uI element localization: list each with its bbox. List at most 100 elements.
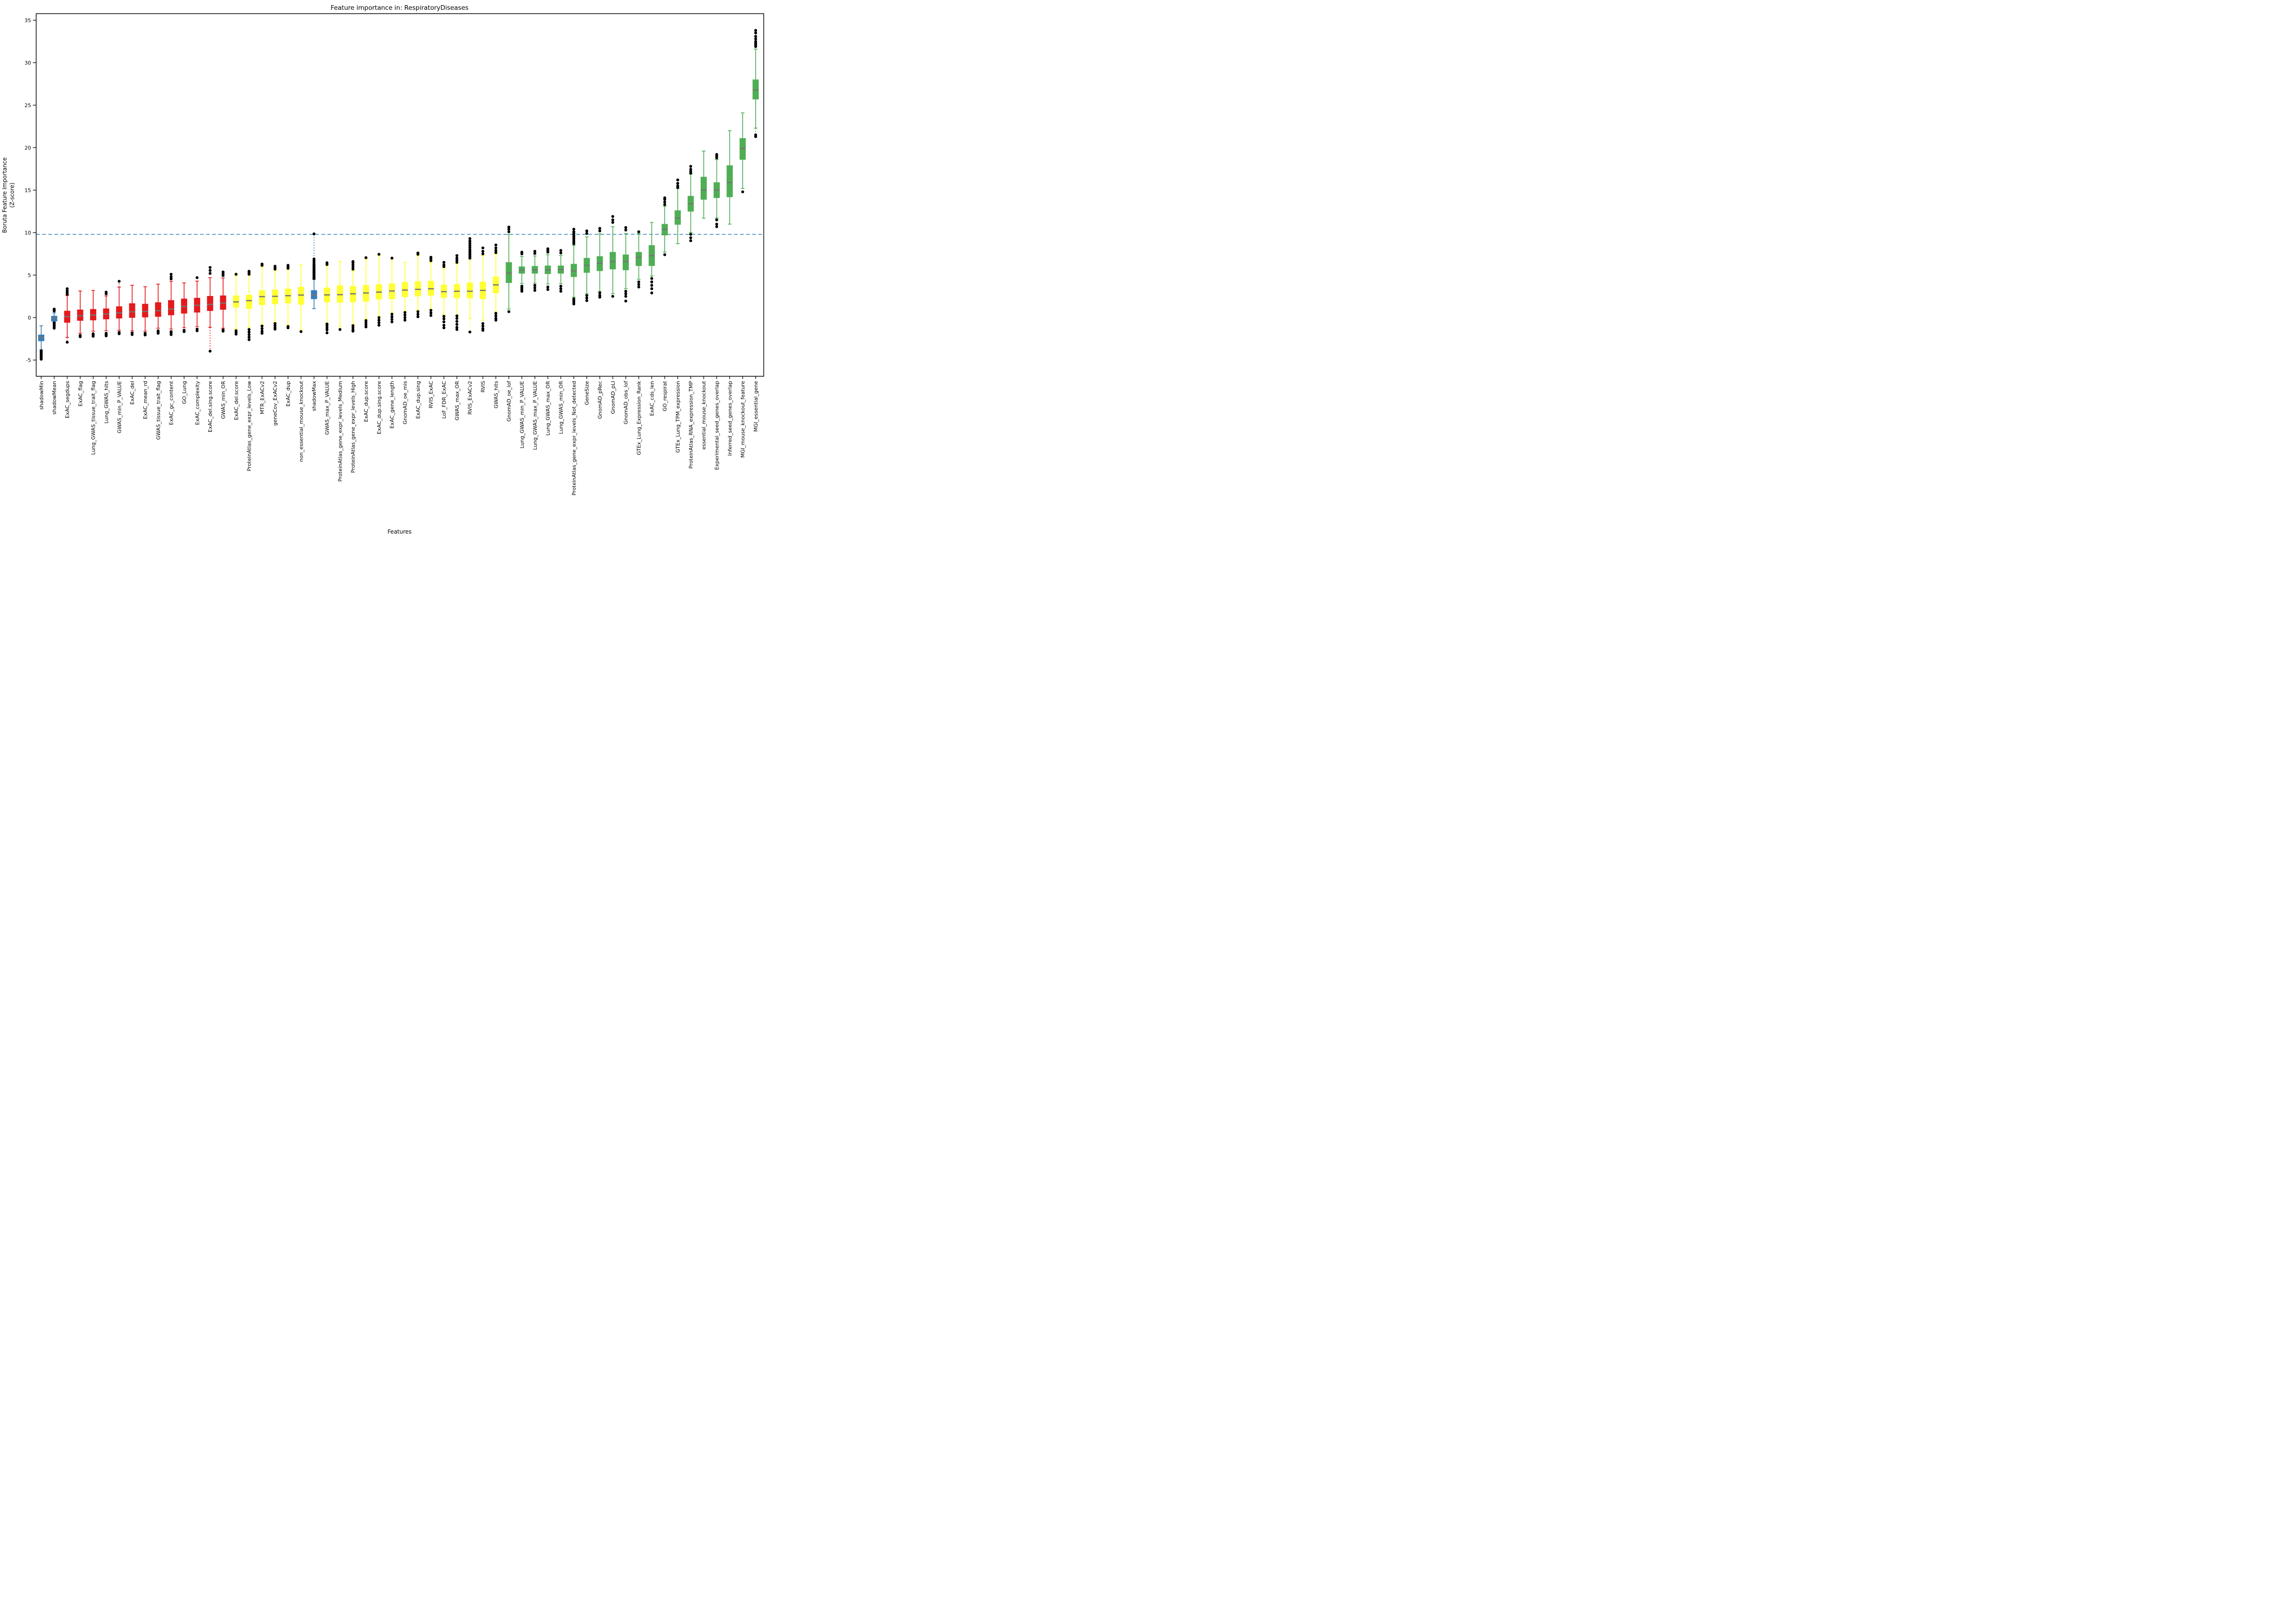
iqr-box (635, 252, 642, 266)
outlier-point (481, 324, 484, 328)
outlier-point (624, 295, 627, 298)
boxplot-MGI_essential_gene: MGI_essential_gene (752, 29, 759, 432)
boxplot-LoF_FDR_ExAC: LoF_FDR_ExAC (441, 260, 447, 419)
outlier-point (650, 287, 653, 290)
boxplot-ExAC_dup.score: ExAC_dup.score (363, 256, 369, 422)
x-tick-label: GnomAD_oe_mis (402, 381, 408, 424)
boxplot-ExAC_gene_length: ExAC_gene_length (389, 256, 395, 429)
boxplot-geneCov_ExACv2: geneCov_ExACv2 (272, 265, 278, 426)
chart-title: Feature importance in: RespiratoryDiseas… (330, 4, 468, 12)
outlier-point (455, 260, 458, 264)
boxplot-ProteinAtlas_gene_expr_levels_Medium: ProteinAtlas_gene_expr_levels_Medium (337, 261, 343, 482)
outlier-point (169, 275, 173, 279)
boxplot-GWAS_min_OR: GWAS_min_OR (220, 270, 226, 419)
outlier-point (442, 320, 446, 324)
x-tick-label: ExAC_flag (77, 381, 84, 407)
x-axis-label: Features (387, 528, 412, 535)
outlier-point (377, 324, 380, 327)
x-tick-label: GTEx_Lung_TPM_expression (675, 381, 681, 453)
outlier-point (234, 273, 238, 276)
boxplot-shadowMean: shadowMean (51, 308, 57, 415)
outlier-point (520, 251, 524, 254)
y-tick-label: 0 (28, 315, 31, 321)
outlier-point (260, 330, 264, 333)
outlier-point (442, 263, 446, 267)
outlier-point (637, 285, 640, 289)
iqr-box (298, 287, 304, 305)
outlier-point (546, 247, 549, 250)
outlier-point (494, 314, 498, 317)
figure: Feature importance in: RespiratoryDiseas… (0, 0, 765, 537)
outlier-point (481, 322, 484, 325)
outlier-point (481, 246, 484, 250)
boxplot-Experimental_seed_genes_overlap: Experimental_seed_genes_overlap (713, 153, 720, 470)
plot-area: -5 0 5 10 15 20 25 30 35 shadowMin shadowMean ExAC_… (25, 13, 765, 495)
outlier-point (585, 299, 589, 303)
boxplot-GWAS_min_P_VALUE: GWAS_min_P_VALUE (116, 280, 122, 433)
y-tick-label: 15 (25, 187, 31, 193)
iqr-box (207, 296, 213, 311)
outlier-point (754, 35, 758, 38)
outlier-point (53, 308, 56, 311)
x-tick-label: GWAS_tissue_trait_flag (155, 381, 161, 440)
outlier-point (377, 318, 380, 322)
outlier-point (689, 170, 692, 173)
x-tick-label: shadowMean (51, 381, 57, 415)
boxplot-ExAC_cds_len: ExAC_cds_len (648, 222, 655, 416)
outlier-point (247, 333, 251, 336)
outlier-point (624, 289, 627, 293)
plot-border (35, 13, 765, 377)
outlier-point (364, 321, 368, 324)
outlier-point (598, 291, 602, 295)
outlier-point (559, 251, 562, 255)
outlier-point (390, 315, 393, 318)
outlier-point (715, 153, 718, 156)
boxplot-GTEx_Lung_Expression_Rank: GTEx_Lung_Expression_Rank (635, 230, 642, 455)
outlier-point (689, 239, 692, 242)
boxplot-ExAC_dup: ExAC_dup (285, 264, 291, 407)
outlier-point (494, 246, 498, 250)
outlier-point (364, 323, 368, 326)
outlier-point (520, 289, 524, 293)
outlier-point (390, 256, 393, 260)
outlier-point (585, 294, 589, 297)
x-tick-label: ExAC_dup.sing.score (376, 381, 382, 434)
x-tick-label: Inferred_seed_genes_overlap (727, 381, 733, 456)
outlier-point (507, 225, 511, 229)
outlier-point (78, 335, 82, 338)
outlier-point (559, 284, 562, 288)
x-tick-label: Lung_GWAS_min_P_VALUE (519, 381, 525, 449)
x-tick-label: RVIS (480, 381, 486, 393)
outlier-point (689, 168, 692, 171)
outlier-point (105, 334, 108, 338)
outlier-point (390, 312, 393, 316)
outlier-point (689, 165, 692, 168)
outlier-point (546, 288, 549, 291)
outlier-point (676, 184, 680, 188)
outlier-point (481, 250, 484, 253)
iqr-box (259, 290, 266, 305)
iqr-box (610, 252, 616, 269)
x-tick-label: Lung_GWAS_tissue_trait_flag (91, 381, 97, 455)
outlier-point (637, 280, 640, 283)
outlier-point (312, 257, 316, 260)
outlier-point (325, 324, 329, 327)
outlier-point (689, 236, 692, 239)
outlier-point (390, 317, 393, 321)
x-tick-label: GWAS_max_P_VALUE (324, 381, 330, 435)
boxplot-ExAC_dup.sing: ExAC_dup.sing (414, 251, 421, 419)
boxplot-Lung_GWAS_tissue_trait_flag: Lung_GWAS_tissue_trait_flag (90, 290, 97, 455)
outlier-point (40, 358, 43, 361)
y-axis-ticks: -5 0 5 10 15 20 25 30 35 (25, 17, 36, 363)
x-tick-label: GWAS_min_P_VALUE (116, 381, 122, 433)
boxplot-ProteinAtlas_gene_expr_levels_Low: ProteinAtlas_gene_expr_levels_Low (246, 270, 253, 471)
boxplot-ExAC_del: ExAC_del (129, 285, 135, 405)
outlier-point (429, 255, 433, 259)
x-tick-label: MTR_ExACv2 (259, 381, 265, 414)
outlier-point (377, 321, 380, 324)
outlier-point (455, 317, 458, 320)
x-tick-label: GWAS_hits (493, 381, 499, 408)
x-tick-label: essential_mouse_knockout (701, 380, 707, 450)
outlier-point (442, 324, 446, 327)
outlier-point (196, 329, 199, 332)
